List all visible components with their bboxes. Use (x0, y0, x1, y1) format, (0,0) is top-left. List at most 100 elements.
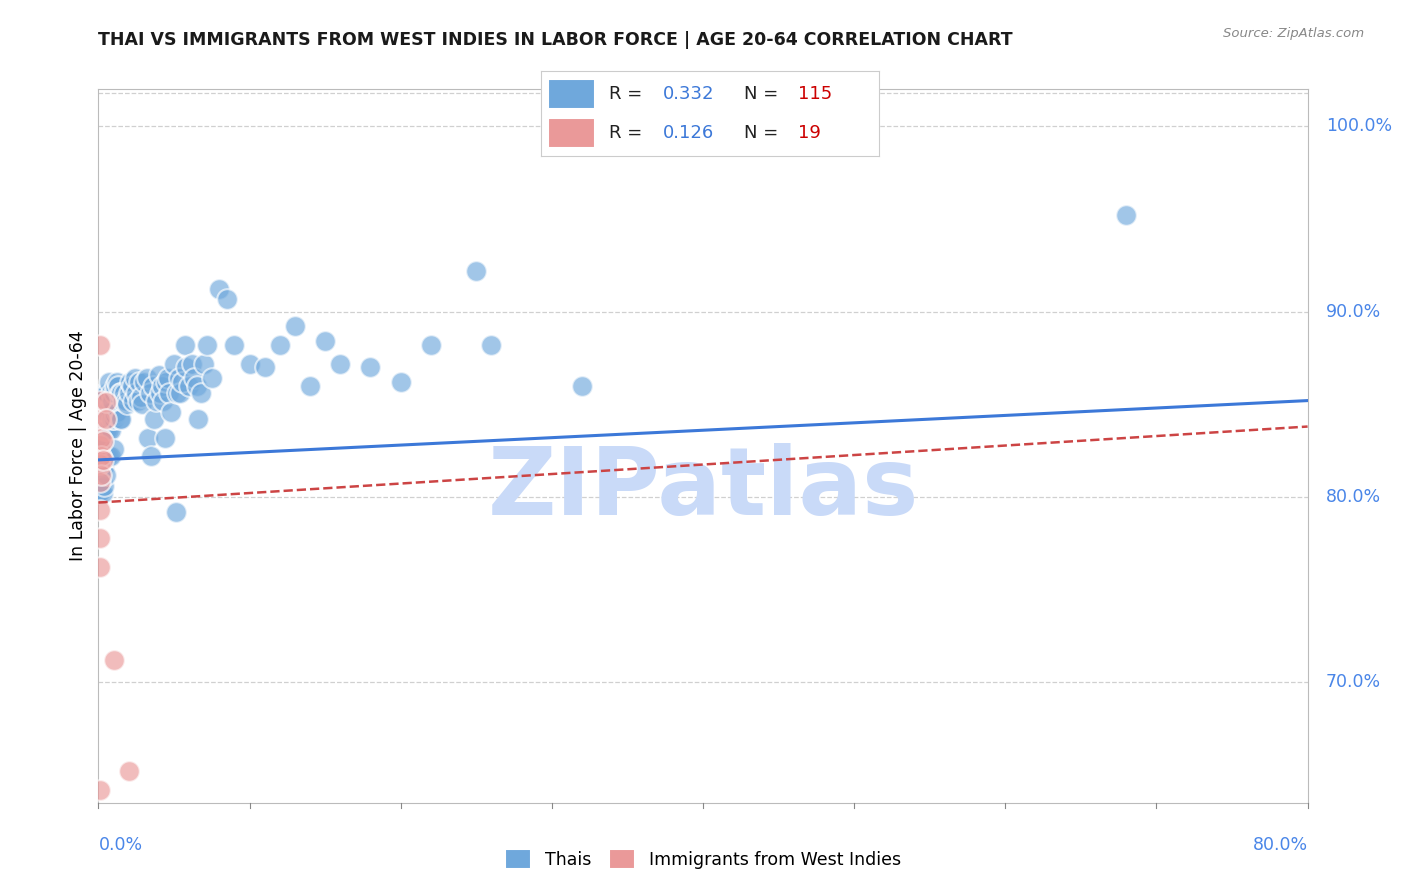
Point (165, 505, 187, 519)
Point (98, 423, 121, 437)
Text: 0.126: 0.126 (662, 124, 714, 142)
Point (90, 431, 112, 445)
Point (183, 371, 205, 385)
Point (103, 412, 125, 426)
Point (145, 393, 167, 408)
Point (104, 409, 127, 423)
Point (111, 393, 134, 408)
Point (155, 375, 177, 389)
Point (136, 431, 159, 445)
Point (89, 393, 111, 408)
Point (96, 386, 118, 401)
Point (93, 386, 115, 401)
Point (143, 412, 166, 426)
Point (201, 371, 224, 385)
Legend: Thais, Immigrants from West Indies: Thais, Immigrants from West Indies (498, 842, 908, 876)
Point (94, 405, 117, 419)
Point (253, 360, 276, 375)
Point (118, 386, 141, 401)
Point (90, 467, 112, 482)
Text: 115: 115 (797, 86, 832, 103)
Point (93, 449, 115, 463)
Point (284, 319, 307, 334)
Point (89, 412, 111, 426)
Point (166, 386, 188, 401)
Point (107, 378, 129, 392)
Point (91, 393, 114, 408)
FancyBboxPatch shape (548, 79, 595, 110)
Point (208, 282, 231, 296)
Point (224, 338, 246, 352)
Point (571, 378, 593, 392)
Point (152, 393, 174, 408)
Point (173, 338, 195, 352)
Text: 100.0%: 100.0% (1326, 117, 1392, 136)
Point (170, 375, 193, 389)
Text: 80.0%: 80.0% (1326, 488, 1381, 506)
Point (94, 412, 117, 426)
Point (121, 378, 143, 392)
Point (114, 393, 136, 408)
Text: R =: R = (609, 124, 648, 142)
Point (90, 467, 112, 482)
Text: N =: N = (744, 124, 783, 142)
Point (174, 360, 197, 375)
Point (153, 431, 176, 445)
Point (89, 782, 111, 797)
Point (89, 338, 111, 352)
Point (360, 360, 382, 375)
Point (94, 386, 117, 401)
Point (104, 378, 127, 392)
Point (110, 412, 132, 426)
Point (100, 449, 122, 463)
Point (94, 423, 117, 437)
Point (90, 449, 112, 463)
Point (156, 371, 179, 385)
Text: Source: ZipAtlas.com: Source: ZipAtlas.com (1223, 27, 1364, 40)
Point (91, 412, 114, 426)
Point (93, 460, 115, 475)
Point (91, 431, 114, 445)
Text: 80.0%: 80.0% (1253, 836, 1308, 855)
Point (112, 386, 135, 401)
Point (98, 449, 121, 463)
Point (101, 412, 124, 426)
Text: 90.0%: 90.0% (1326, 302, 1381, 320)
Point (98, 375, 121, 389)
Point (239, 357, 262, 371)
Text: 0.0%: 0.0% (98, 836, 142, 855)
Point (181, 357, 204, 371)
Point (100, 423, 122, 437)
Point (160, 405, 183, 419)
Point (195, 338, 218, 352)
Point (103, 653, 125, 667)
Point (93, 479, 115, 493)
Point (90, 412, 112, 426)
Point (89, 457, 111, 471)
Point (89, 486, 111, 500)
Point (89, 449, 111, 463)
Point (91, 434, 114, 449)
Point (299, 378, 322, 392)
Point (98, 405, 121, 419)
Point (100, 386, 122, 401)
Point (163, 357, 186, 371)
Point (150, 378, 173, 392)
Point (101, 393, 124, 408)
Point (115, 397, 138, 411)
Text: 0.332: 0.332 (662, 86, 714, 103)
Point (314, 334, 336, 349)
Point (465, 264, 488, 278)
Point (120, 375, 142, 389)
Point (91, 453, 114, 467)
Point (186, 378, 208, 392)
Point (1115, 208, 1137, 222)
Point (124, 371, 146, 385)
Point (167, 371, 190, 385)
Point (269, 338, 291, 352)
Point (94, 467, 117, 482)
Point (89, 467, 111, 482)
Text: 19: 19 (797, 124, 821, 142)
Point (105, 375, 128, 389)
Point (149, 386, 172, 401)
